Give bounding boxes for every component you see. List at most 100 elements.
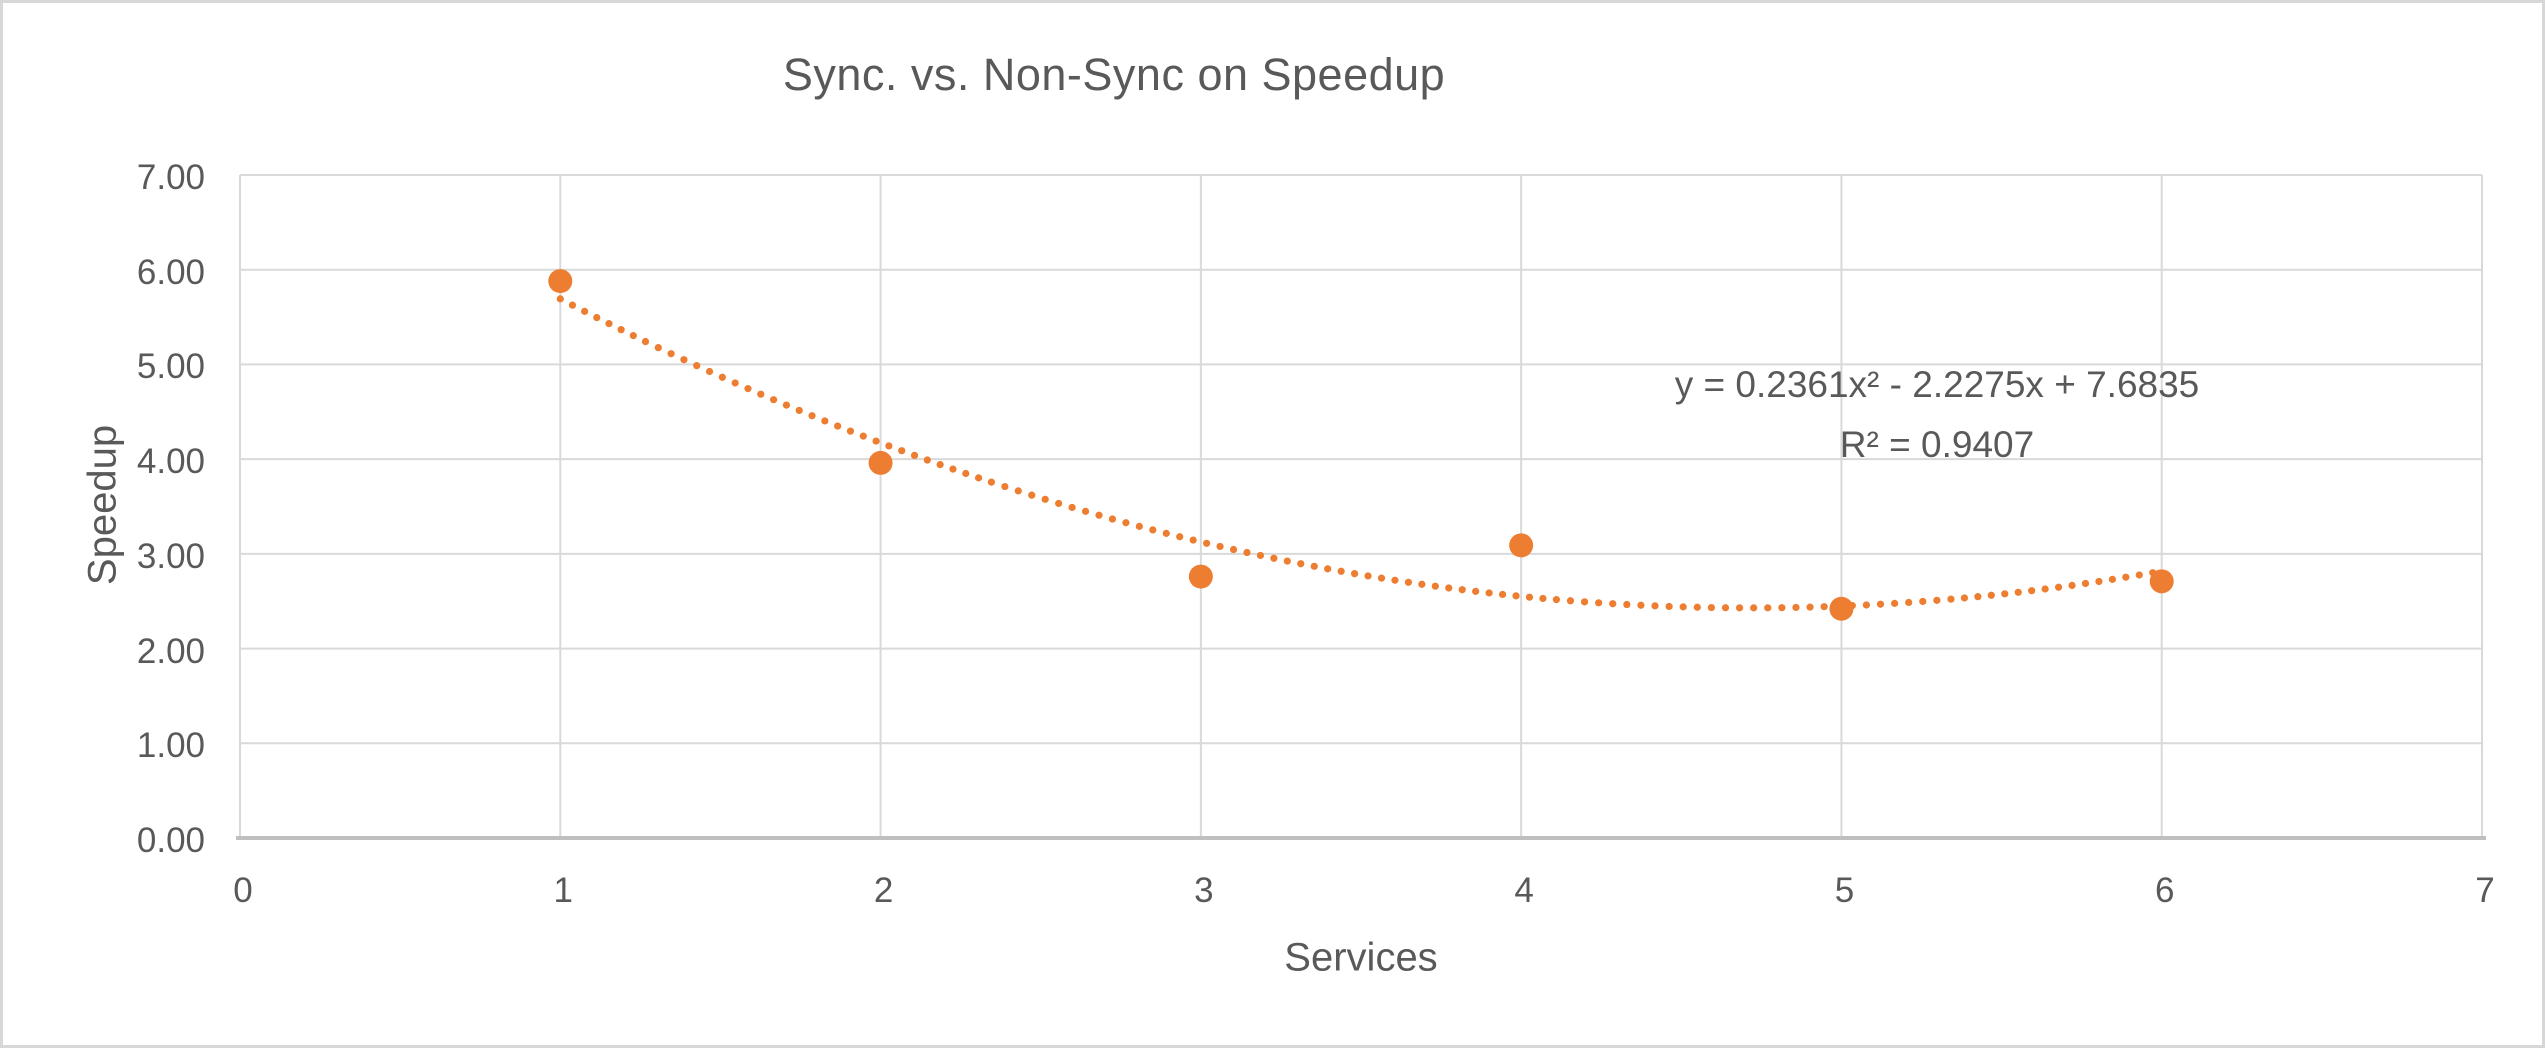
trendline-dot	[1041, 495, 1049, 503]
trendline-dot	[2122, 573, 2130, 581]
trendline-dot	[949, 465, 957, 473]
trendline-dot	[782, 401, 791, 409]
trendline-dot	[654, 344, 662, 352]
trendline-dot	[568, 301, 577, 309]
trendline-dot	[744, 385, 752, 393]
chart-title: Sync. vs. Non-Sync on Speedup	[782, 49, 1446, 100]
y-tick-label: 0.00	[136, 821, 205, 860]
trendline-dot	[1580, 598, 1589, 606]
trendline-dot	[1512, 592, 1520, 600]
trendline-dot	[1324, 565, 1332, 573]
data-point-marker	[1829, 596, 1854, 621]
trendline-dot	[757, 390, 765, 398]
trendline-dot	[1820, 603, 1828, 611]
trendline-dot	[1735, 604, 1744, 612]
y-tick-label: 5.00	[136, 347, 205, 387]
trendline-dot	[1595, 599, 1603, 607]
y-tick-label: 6.00	[136, 252, 205, 292]
trendline-dot	[1862, 601, 1871, 609]
trendline-dot	[1431, 582, 1439, 590]
trendline-dot	[1445, 584, 1453, 592]
x-tick-label: 5	[1834, 871, 1855, 910]
trendline-dot	[556, 295, 564, 303]
trendline-dot	[1055, 499, 1063, 508]
trendline-dot	[1876, 600, 1885, 608]
trendline-dot	[641, 337, 650, 346]
trendline-dot	[581, 307, 589, 315]
trendline-dot	[1792, 603, 1800, 612]
trendline-dot	[872, 437, 880, 445]
trendline-dot	[718, 373, 726, 381]
trendline-dot	[667, 350, 675, 358]
trendline-dot	[1337, 567, 1345, 575]
data-point-marker	[548, 269, 573, 294]
x-tick-label: 1	[553, 871, 574, 910]
trendline-dot	[2014, 588, 2022, 596]
trendline-dot	[1350, 570, 1359, 578]
trendline-dot	[617, 326, 625, 334]
trendline-dot	[1418, 580, 1426, 588]
trendline-dot	[1404, 578, 1413, 586]
trendline-dot	[2054, 583, 2063, 591]
trendline-dot	[1693, 603, 1701, 611]
trendline-dot	[1135, 522, 1143, 530]
trendline-dot	[1149, 526, 1157, 534]
trendline-dot	[1778, 604, 1786, 612]
trendline-dot	[1189, 536, 1197, 544]
trendline-dot	[1485, 589, 1493, 597]
trendline-dot	[1001, 482, 1009, 491]
x-tick-label: 7	[2475, 871, 2495, 910]
trendline-dot	[1176, 533, 1184, 541]
data-point-marker	[1188, 564, 1213, 589]
trendline-dot	[962, 469, 970, 478]
trendline-dot	[1623, 600, 1631, 609]
trendline-dot	[1081, 507, 1090, 515]
trendline-dot	[1566, 597, 1575, 605]
x-tick-label: 4	[1514, 871, 1534, 910]
data-point-marker	[2149, 569, 2174, 594]
trendline-dot	[1665, 602, 1673, 611]
trendline-dot	[1806, 603, 1814, 611]
trendline-dot	[731, 379, 739, 387]
trendline-equation: y = 0.2361x² - 2.2275x + 7.6835	[1674, 364, 2200, 405]
trendline-dot	[1919, 597, 1927, 606]
trendline-dot	[1270, 554, 1278, 562]
trendline-dot	[1256, 551, 1265, 560]
trendline-dot	[859, 432, 867, 440]
trendline-r-squared: R² = 0.9407	[1839, 424, 2035, 465]
trendline-dot	[936, 460, 944, 469]
trendline-dot	[1028, 491, 1036, 499]
trendline-dot	[1539, 594, 1547, 603]
y-tick-label: 1.00	[136, 726, 205, 766]
trendline-dot	[1377, 574, 1386, 582]
trendline-dot	[987, 478, 995, 486]
trendline-dot	[2108, 575, 2116, 583]
trendline-dot	[1905, 598, 1913, 607]
trendline-dot	[1707, 603, 1715, 612]
trendline-dot	[1283, 557, 1291, 565]
trendline-dot	[680, 356, 688, 364]
trendline-dot	[1609, 600, 1617, 608]
trendline-dot	[1679, 603, 1687, 611]
trendline-label: y = 0.2361x² - 2.2275x + 7.6835 R² = 0.9…	[1637, 355, 2237, 475]
trendline-dot	[846, 427, 855, 435]
trendline-dot	[2068, 581, 2076, 589]
x-tick-label: 0	[233, 871, 253, 910]
trendline-dot	[1960, 594, 1969, 602]
trendline-dot	[1974, 593, 1982, 601]
trendline-dot	[1750, 604, 1758, 612]
trendline-dot	[1987, 591, 1995, 599]
data-point-marker	[1509, 533, 1534, 558]
trendline-dot	[2095, 577, 2103, 586]
trendline-dot	[1721, 604, 1730, 612]
trendline-dot	[1498, 590, 1507, 599]
trendline-dot	[923, 456, 931, 464]
trendline-dot	[1552, 596, 1560, 604]
trendline-dot	[1458, 586, 1466, 594]
y-tick-label: 3.00	[136, 536, 205, 576]
trendline-dot	[1651, 602, 1659, 610]
trendline-dot	[885, 442, 893, 450]
trendline-dot	[1472, 587, 1480, 595]
trendline-dot	[2041, 585, 2049, 593]
